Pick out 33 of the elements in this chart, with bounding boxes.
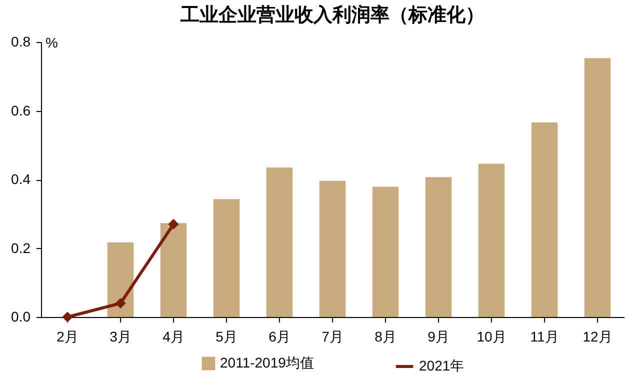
x-tick-label: 5月 (216, 328, 238, 344)
x-tick-label: 4月 (162, 328, 184, 344)
x-tick-label: 10月 (476, 328, 506, 344)
bar (266, 167, 293, 317)
y-tick-label: 0.2 (11, 240, 31, 256)
bar (319, 180, 346, 317)
bar (584, 58, 611, 317)
point (116, 298, 126, 308)
legend-label: 2011-2019均值 (220, 354, 314, 370)
x-tick-label: 7月 (322, 328, 344, 344)
point (62, 312, 72, 322)
x-tick-label: 12月 (582, 328, 612, 344)
bar (213, 199, 240, 317)
bar (531, 122, 558, 317)
x-tick-label: 3月 (110, 328, 132, 344)
chart-title: 工业企业营业收入利润率（标准化） (180, 4, 484, 26)
legend-label: 2021年 (419, 358, 464, 374)
x-tick-label: 11月 (530, 328, 559, 344)
bar (160, 223, 187, 317)
y-tick-label: 0.8 (11, 34, 31, 50)
y-axis-title: % (46, 34, 58, 50)
x-tick-label: 2月 (56, 328, 78, 344)
bar (425, 177, 452, 317)
y-tick-label: 0.0 (11, 308, 31, 324)
bar (372, 186, 399, 317)
bar (478, 164, 505, 317)
x-tick-label: 8月 (374, 328, 396, 344)
point (168, 219, 178, 230)
x-tick-label: 6月 (268, 328, 290, 344)
bar (107, 242, 134, 317)
x-tick-label: 9月 (428, 328, 450, 344)
y-tick-label: 0.4 (11, 171, 31, 187)
y-tick-label: 0.6 (11, 102, 31, 118)
